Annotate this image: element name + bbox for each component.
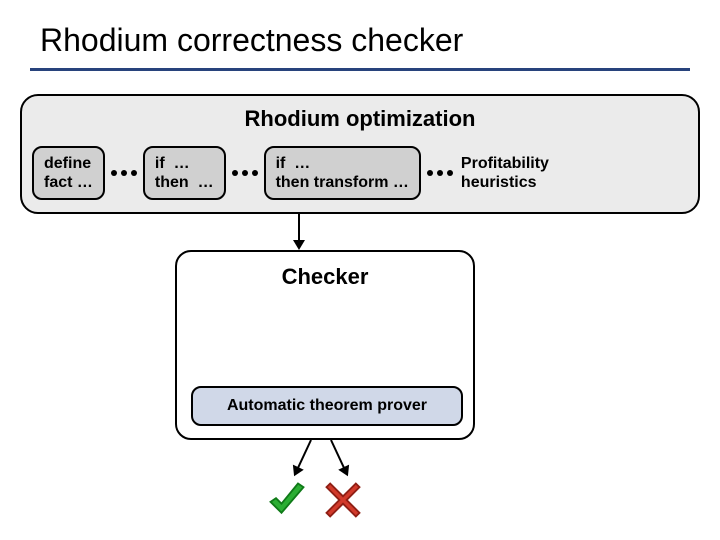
check-icon [265,478,309,522]
checker-panel: Checker Automatic theorem prover [175,250,475,440]
cross-icon [321,478,365,522]
optimization-title: Rhodium optimization [22,106,698,132]
title-underline [30,68,690,71]
if-then-box: if … then … [143,146,226,200]
result-icons [265,478,365,522]
checker-title: Checker [177,264,473,290]
arrow-to-check [294,440,312,475]
ellipsis-icon [425,168,455,178]
optimization-panel: Rhodium optimization define fact … if … … [20,94,700,214]
ellipsis-icon [230,168,260,178]
ellipsis-icon [109,168,139,178]
automatic-theorem-prover-box: Automatic theorem prover [191,386,463,426]
optimization-row: define fact … if … then … if … then tran… [32,146,692,200]
profitability-heuristics-label: Profitability heuristics [459,148,551,198]
arrow-to-cross [330,440,348,475]
if-then-transform-box: if … then transform … [264,146,421,200]
define-fact-box: define fact … [32,146,105,200]
page-title: Rhodium correctness checker [40,22,463,59]
arrow-to-checker [298,214,300,248]
